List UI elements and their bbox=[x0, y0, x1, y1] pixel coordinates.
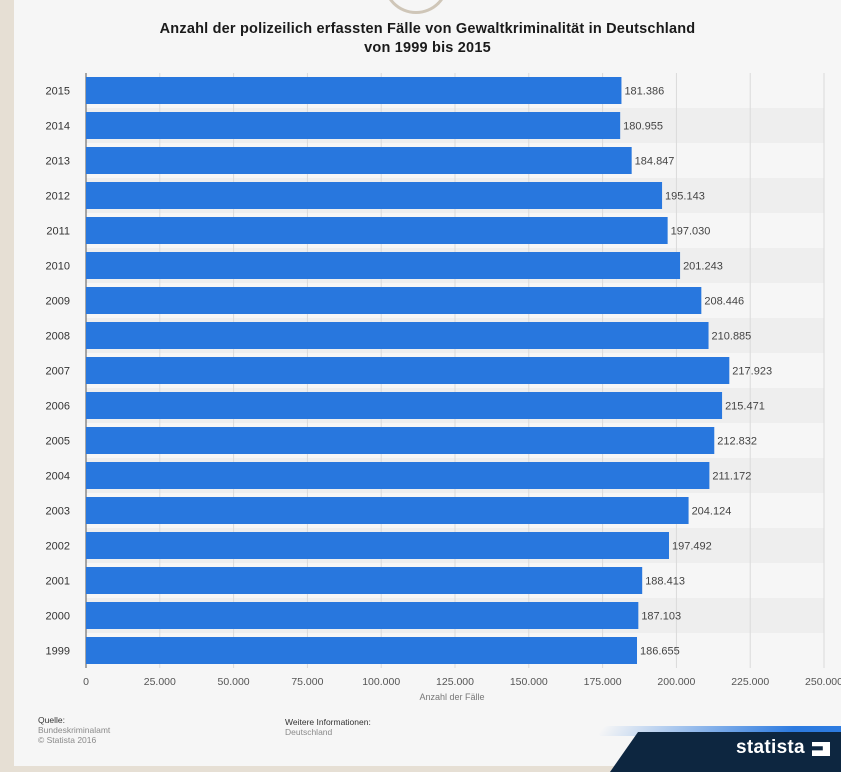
x-tick-label: 250.000 bbox=[805, 676, 841, 688]
value-label-2007: 217.923 bbox=[732, 366, 772, 378]
value-label-2001: 188.413 bbox=[645, 576, 685, 588]
source-label: Quelle: bbox=[38, 715, 65, 725]
x-tick-label: 100.000 bbox=[362, 676, 400, 688]
source-name: Bundeskriminalamt bbox=[38, 725, 111, 735]
bar-2012 bbox=[86, 182, 663, 209]
bar-2002 bbox=[86, 532, 669, 559]
value-label-2005: 212.832 bbox=[717, 436, 757, 448]
more-info-block[interactable]: Weitere Informationen: Deutschland bbox=[285, 717, 371, 737]
y-tick-label: 2011 bbox=[46, 226, 70, 238]
chart-title-line2: von 1999 bis 2015 bbox=[364, 40, 491, 56]
y-tick-label: 2012 bbox=[46, 191, 70, 203]
x-axis-title: Anzahl der Fälle bbox=[419, 692, 484, 702]
y-tick-label: 2008 bbox=[46, 331, 70, 343]
y-tick-label: 2002 bbox=[46, 541, 70, 553]
bar-2008 bbox=[86, 322, 709, 349]
y-tick-label: 2004 bbox=[46, 471, 70, 483]
x-tick-label: 200.000 bbox=[657, 676, 695, 688]
y-tick-label: 2003 bbox=[46, 506, 70, 518]
x-tick-label: 225.000 bbox=[731, 676, 769, 688]
value-label-2009: 208.446 bbox=[704, 296, 744, 308]
value-label-2000: 187.103 bbox=[641, 611, 681, 623]
x-tick-label: 150.000 bbox=[510, 676, 548, 688]
bar-2005 bbox=[86, 427, 715, 454]
value-label-2004: 211.172 bbox=[712, 471, 751, 483]
bar-2006 bbox=[86, 392, 723, 419]
value-label-2003: 204.124 bbox=[692, 506, 732, 518]
bar-2001 bbox=[86, 567, 643, 594]
bar-2011 bbox=[86, 217, 668, 244]
y-tick-label: 2013 bbox=[46, 156, 70, 168]
y-tick-label: 1999 bbox=[46, 646, 70, 658]
value-label-2013: 184.847 bbox=[635, 156, 675, 168]
value-label-2010: 201.243 bbox=[683, 261, 723, 273]
source-block: Quelle: Bundeskriminalamt © Statista 201… bbox=[38, 715, 110, 745]
y-tick-label: 2009 bbox=[46, 296, 70, 308]
bar-2009 bbox=[86, 287, 702, 314]
more-info-value: Deutschland bbox=[285, 727, 333, 737]
value-label-2008: 210.885 bbox=[712, 331, 752, 343]
bar-2007 bbox=[86, 357, 730, 384]
x-tick-label: 50.000 bbox=[218, 676, 250, 688]
value-label-1999: 186.655 bbox=[640, 646, 680, 658]
bar-2013 bbox=[86, 147, 632, 174]
bar-2004 bbox=[86, 462, 710, 489]
chart-title: Anzahl der polizeilich erfassten Fälle v… bbox=[14, 20, 841, 58]
y-tick-label: 2014 bbox=[46, 121, 70, 133]
copyright-text: © Statista 2016 bbox=[38, 735, 97, 745]
y-tick-label: 2001 bbox=[46, 576, 70, 588]
y-tick-label: 2015 bbox=[46, 86, 70, 98]
bar-1999 bbox=[86, 637, 638, 664]
bar-2015 bbox=[86, 77, 622, 104]
x-tick-label: 0 bbox=[83, 676, 89, 688]
bar-2003 bbox=[86, 497, 689, 524]
more-info-label: Weitere Informationen: bbox=[285, 717, 371, 727]
y-tick-label: 2007 bbox=[46, 366, 70, 378]
y-tick-label: 2000 bbox=[46, 611, 70, 623]
bar-2014 bbox=[86, 112, 621, 139]
value-label-2006: 215.471 bbox=[725, 401, 765, 413]
value-label-2002: 197.492 bbox=[672, 541, 712, 553]
value-label-2012: 195.143 bbox=[665, 191, 705, 203]
value-label-2014: 180.955 bbox=[623, 121, 663, 133]
x-tick-label: 75.000 bbox=[291, 676, 323, 688]
x-tick-label: 125.000 bbox=[436, 676, 474, 688]
brand-stripe bbox=[610, 732, 841, 772]
statista-logo[interactable]: statista bbox=[736, 737, 805, 758]
chart-title-line1: Anzahl der polizeilich erfassten Fälle v… bbox=[159, 21, 696, 37]
value-label-2011: 197.030 bbox=[671, 226, 711, 238]
value-label-2015: 181.386 bbox=[624, 86, 664, 98]
y-tick-label: 2010 bbox=[46, 261, 70, 273]
x-tick-label: 25.000 bbox=[144, 676, 176, 688]
bar-2010 bbox=[86, 252, 681, 279]
y-tick-label: 2006 bbox=[46, 401, 70, 413]
y-tick-label: 2005 bbox=[46, 436, 70, 448]
x-tick-label: 175.000 bbox=[584, 676, 622, 688]
bar-2000 bbox=[86, 602, 639, 629]
